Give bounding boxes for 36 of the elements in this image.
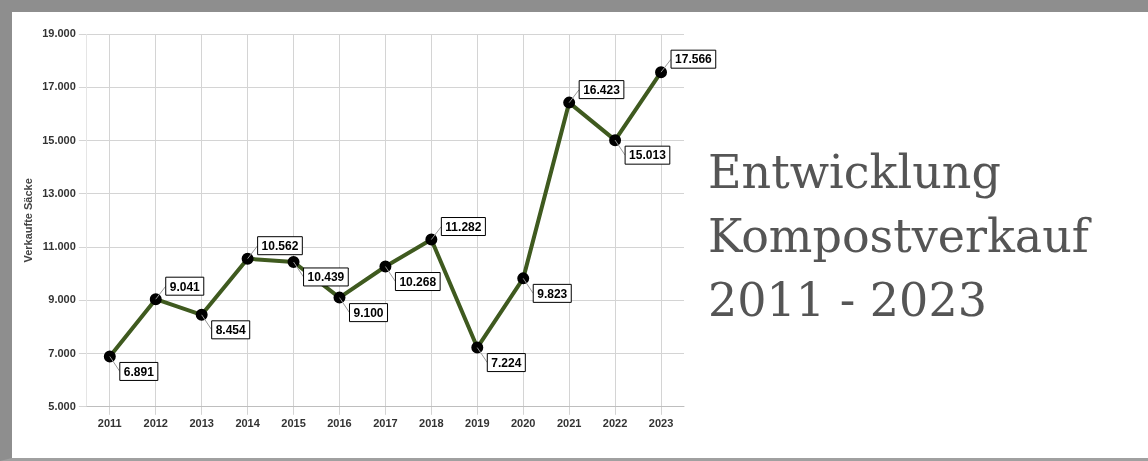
data-label: 10.562: [261, 239, 299, 253]
data-label: 10.439: [307, 270, 345, 285]
data-label: 9.100: [353, 305, 384, 320]
y-tick-label: 17.000: [42, 80, 76, 93]
text: Entwicklung Kompostverkauf 2011 - 2023: [708, 144, 1093, 329]
x-tick-label: 2020: [510, 417, 536, 430]
y-tick-label: 9.000: [48, 293, 76, 306]
data-label: 15.013: [629, 148, 667, 163]
data-label: 11.282: [445, 219, 482, 234]
x-tick-label: 2023: [648, 417, 674, 430]
x-tick-label: 2015: [281, 417, 306, 430]
data-label: 9.041: [169, 279, 201, 294]
y-tick-label: 15.000: [42, 133, 76, 146]
data-label: 17.566: [675, 52, 713, 67]
x-tick-label: 2012: [143, 417, 168, 430]
y-tick-label: 19.000: [42, 27, 76, 40]
x-tick-label: 2017: [373, 417, 398, 430]
data-label: 7.224: [491, 355, 522, 370]
data-label: 6.891: [123, 364, 155, 379]
data-label: 8.454: [215, 323, 247, 338]
x-tick-label: 2016: [327, 417, 352, 430]
data-label: 10.268: [399, 274, 437, 289]
x-tick-label: 2013: [189, 417, 214, 430]
y-tick-label: 5.000: [48, 399, 76, 412]
x-tick-label: 2014: [235, 417, 261, 430]
x-tick-label: 2019: [465, 417, 490, 430]
x-tick-label: 2011: [97, 417, 122, 430]
y-tick-label: 7.000: [48, 346, 76, 359]
y-tick-label: 11.000: [42, 240, 76, 253]
y-axis-title: Verkaufte Säcke: [21, 178, 34, 263]
data-label: 16.423: [583, 82, 621, 97]
data-label: 9.823: [537, 286, 568, 301]
x-tick-label: 2018: [419, 417, 444, 430]
x-tick-label: 2022: [602, 417, 628, 430]
x-tick-label: 2021: [556, 417, 582, 430]
y-tick-label: 13.000: [42, 186, 76, 199]
